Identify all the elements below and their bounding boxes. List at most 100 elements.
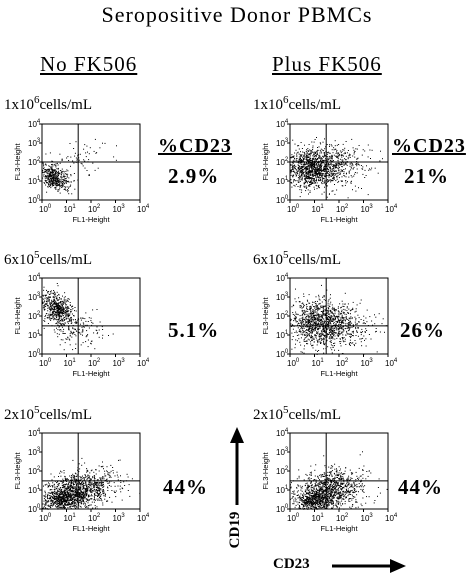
event-dot [70,320,72,322]
event-dot [69,491,71,493]
event-dot [294,180,296,182]
event-dot [57,175,59,177]
event-dot [48,184,49,186]
event-dot [310,308,312,310]
event-dot [308,156,310,158]
event-dot [99,497,100,498]
event-dot [49,313,51,315]
event-dot [52,183,54,185]
event-dot [297,168,299,170]
event-dot [68,327,70,329]
event-dot [371,320,373,322]
event-dot [323,182,325,184]
event-dot [59,170,61,171]
event-dot [102,502,104,504]
event-dot [61,298,62,300]
event-dot [54,303,56,305]
event-dot [306,155,308,157]
event-dot [292,166,294,168]
event-dot [81,317,83,319]
event-dot [331,332,333,334]
event-dot [365,345,367,347]
event-dot [301,164,303,165]
event-dot [55,300,57,302]
event-dot [298,162,300,164]
event-dot [58,489,60,491]
event-dot [366,309,368,311]
event-dot [300,306,302,308]
event-dot [341,165,343,167]
event-dot [311,168,313,170]
event-dot [93,501,95,503]
event-dot [54,313,56,315]
event-dot [314,322,316,324]
event-dot [62,309,64,311]
event-dot [81,464,83,466]
event-dot [327,334,329,335]
event-dot [73,180,75,181]
event-dot [58,294,60,296]
event-dot [66,321,68,323]
event-dot [93,486,95,488]
event-dot [317,186,319,187]
event-dot [49,302,51,304]
event-dot [315,171,316,173]
event-dot [95,482,97,484]
event-dot [321,173,323,175]
event-dot [341,170,343,172]
event-dot [306,149,308,151]
event-dot [342,160,344,162]
event-dot [330,340,332,342]
event-dot [99,477,101,479]
event-dot [67,498,69,500]
event-dot [120,482,122,483]
event-dot [342,329,344,331]
event-dot [113,482,115,484]
event-dot [301,322,303,324]
event-dot [69,500,71,502]
event-dot [57,181,59,183]
event-dot [312,178,314,179]
event-dot [52,309,54,311]
event-dot [317,170,319,172]
event-dot [318,172,320,174]
event-dot [338,319,340,321]
event-dot [96,485,98,487]
event-dot [317,319,319,321]
event-dot [51,180,53,182]
event-dot [55,171,56,173]
event-dot [308,183,310,185]
event-dot [331,156,333,158]
event-dot [335,173,337,175]
event-dot [304,164,306,166]
event-dot [322,311,324,313]
event-dot [304,178,305,180]
event-dot [64,313,66,315]
event-dot [341,331,343,333]
event-dot [290,156,292,158]
event-dot [66,176,68,178]
event-dot [342,170,344,172]
event-dot [318,162,320,164]
event-dot [64,319,66,320]
event-dot [333,177,335,178]
event-dot [290,169,292,171]
event-dot [74,472,76,474]
event-dot [331,174,333,176]
event-dot [66,317,68,319]
event-dot [50,290,52,292]
event-dot [114,492,116,493]
event-dot [330,334,332,336]
event-dot [98,494,100,496]
event-dot [336,176,338,178]
event-dot [298,322,300,324]
event-dot [63,308,65,310]
event-dot [363,319,365,321]
event-dot [56,303,57,305]
event-dot [80,490,82,492]
event-dot [316,339,318,341]
event-dot [55,295,57,297]
event-dot [352,307,354,309]
event-dot [299,154,301,156]
event-dot [317,316,319,318]
